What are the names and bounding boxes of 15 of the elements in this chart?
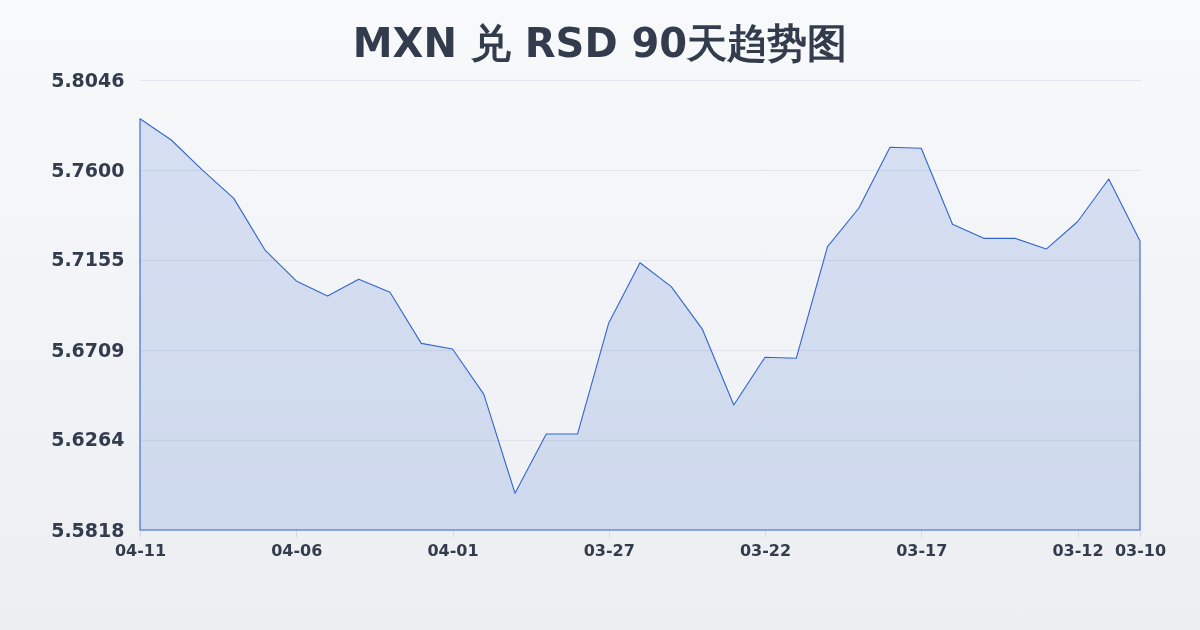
x-tick-label: 03-17 bbox=[896, 540, 948, 560]
x-tick-label: 03-22 bbox=[739, 540, 792, 560]
x-tick-label: 04-01 bbox=[427, 540, 479, 560]
y-tick-label: 5.6264 bbox=[51, 428, 125, 451]
chart-title: MXN 兑 RSD 90天趋势图 bbox=[352, 20, 848, 66]
y-tick-label: 5.5818 bbox=[51, 518, 125, 541]
x-tick-label: 03-12 bbox=[1052, 540, 1104, 560]
y-tick-label: 5.8046 bbox=[51, 68, 125, 91]
x-tick-label: 04-11 bbox=[114, 540, 167, 560]
x-tick-label: 03-27 bbox=[583, 540, 635, 560]
x-tick-label: 03-10 bbox=[1114, 540, 1167, 560]
y-tick-label: 5.7600 bbox=[51, 158, 125, 181]
x-tick-label: 04-06 bbox=[271, 540, 323, 560]
y-tick-label: 5.6709 bbox=[51, 338, 125, 361]
y-tick-label: 5.7155 bbox=[51, 248, 125, 271]
